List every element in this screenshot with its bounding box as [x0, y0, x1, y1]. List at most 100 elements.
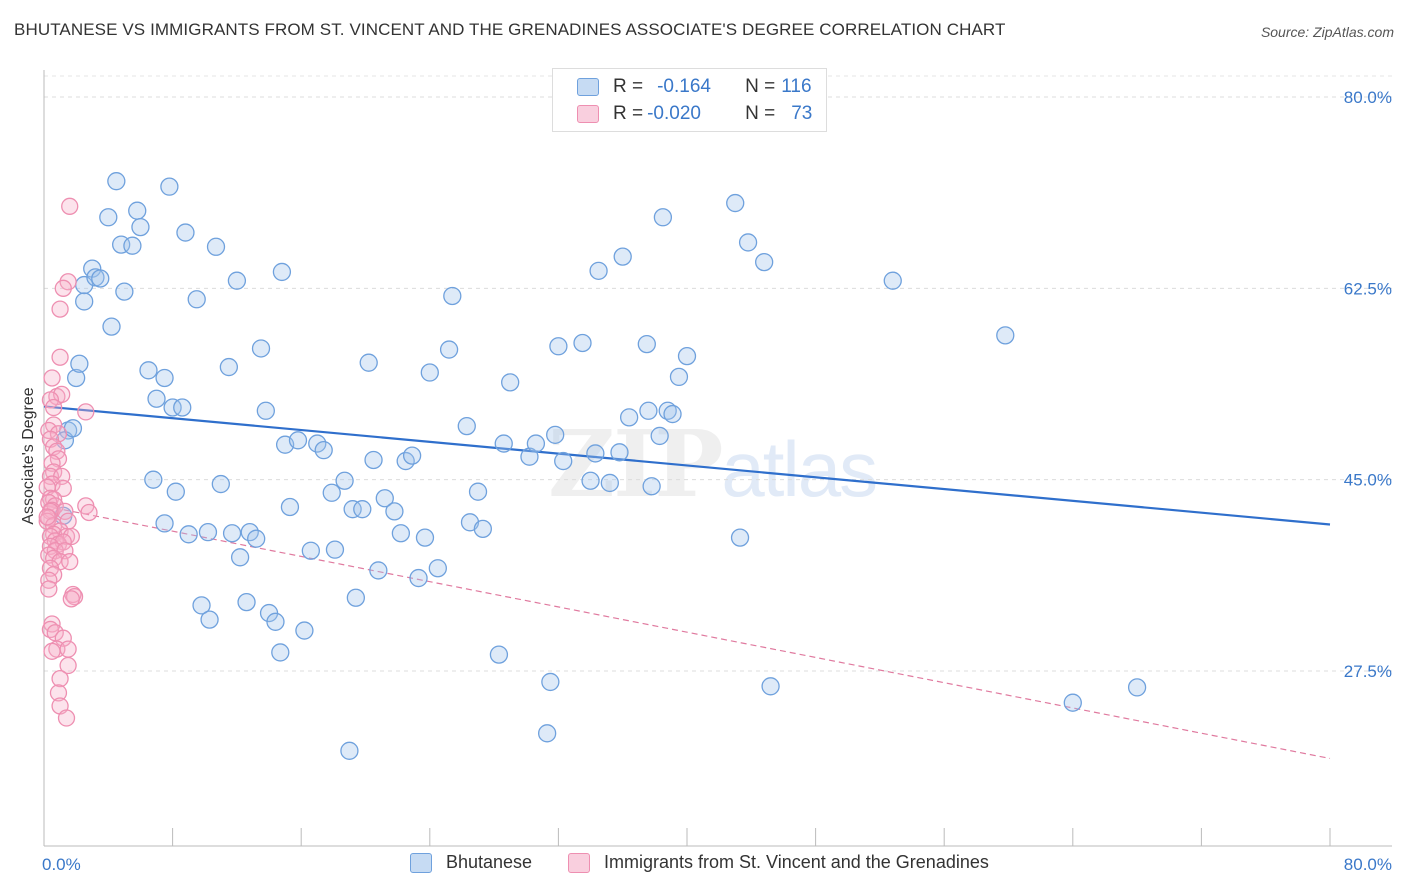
x-tick-label: 0.0%	[42, 855, 81, 874]
bhutanese-point	[131, 217, 150, 237]
series-legend: Bhutanese Immigrants from St. Vincent an…	[0, 852, 1406, 878]
bhutanese-point	[70, 354, 89, 373]
bhutanese-point	[198, 522, 218, 542]
bhutanese-point	[364, 450, 383, 470]
bhutanese-point	[272, 262, 292, 282]
legend-label-bhutanese: Bhutanese	[446, 852, 533, 872]
bhutanese-point	[581, 471, 600, 490]
bhutanese-point	[67, 368, 86, 388]
immigrants-point	[51, 348, 69, 366]
immigrants-point	[61, 553, 79, 571]
bhutanese-point	[308, 434, 327, 453]
bhutanese-point	[375, 489, 394, 508]
bhutanese-point	[359, 353, 378, 372]
bhutanese-point	[206, 237, 226, 256]
bhutanese-point	[173, 398, 192, 417]
bhutanese-point	[554, 451, 573, 471]
immigrants-point	[51, 300, 69, 318]
bhutanese-point	[128, 201, 147, 220]
bhutanese-point	[335, 471, 354, 490]
bhutanese-point	[301, 541, 320, 560]
bhutanese-point	[346, 588, 366, 607]
bhutanese-point	[730, 528, 750, 547]
immigrants-point	[57, 709, 76, 727]
bhutanese-point	[163, 398, 182, 417]
n-value: 73	[791, 103, 813, 124]
bhutanese-point	[155, 514, 174, 533]
bhutanese-point	[230, 548, 250, 567]
immigrants-point	[44, 416, 63, 434]
bhutanese-point	[385, 502, 404, 521]
bhutanese-point	[468, 482, 488, 501]
immigrants-point	[43, 642, 61, 660]
bhutanese-point	[227, 271, 247, 290]
immigrants-point	[62, 590, 80, 608]
bhutanese-point	[295, 621, 314, 640]
bhutanese-point	[280, 497, 300, 517]
bhutanese-point	[755, 252, 774, 272]
r-label: R =	[613, 103, 644, 124]
bhutanese-point	[102, 317, 121, 336]
n-label: N =	[745, 76, 776, 97]
immigrants-point	[51, 670, 69, 688]
tick-labels: 80.0% 62.5% 45.0% 27.5% 0.0% 80.0% Associate's…	[20, 88, 1392, 874]
immigrants-point	[41, 502, 60, 521]
bhutanese-legend-swatch	[410, 852, 432, 873]
immigrants-point	[43, 454, 61, 472]
immigrants-point	[43, 369, 61, 387]
bhutanese-point	[179, 525, 198, 544]
immigrants-point	[80, 503, 98, 522]
n-label: N =	[745, 103, 776, 124]
bhutanese-point	[439, 340, 459, 359]
bhutanese-point	[340, 741, 359, 760]
bhutanese-point	[343, 500, 362, 519]
stats-row-immigrants: R = -0.020 N = 73	[577, 101, 812, 127]
bhutanese-point	[256, 401, 275, 420]
bhutanese-point	[501, 373, 520, 392]
immigrants-point	[54, 479, 72, 498]
bhutanese-point	[176, 223, 195, 242]
bhutanese-point	[139, 361, 158, 380]
y-tick-label: 27.5%	[1344, 662, 1392, 681]
axes	[43, 70, 1392, 847]
bhutanese-point	[247, 529, 266, 548]
bhutanese-point	[457, 416, 476, 436]
bhutanese-point	[1127, 678, 1147, 697]
bhutanese-point	[637, 334, 656, 354]
bhutanese-point	[166, 482, 185, 501]
y-axis-title: Associate's Degree	[20, 387, 37, 524]
bhutanese-point	[144, 470, 163, 489]
bhutanese-point	[115, 282, 134, 301]
immigrants-point	[59, 656, 77, 675]
y-tick-label: 62.5%	[1344, 279, 1392, 298]
bhutanese-point	[619, 408, 639, 427]
bhutanese-point	[353, 500, 372, 519]
immigrants-point	[40, 571, 58, 589]
bhutanese-point	[663, 404, 682, 424]
x-tick-label: 80.0%	[1344, 855, 1392, 874]
bhutanese-point	[147, 389, 166, 408]
bhutanese-point	[669, 367, 689, 387]
legend-label-immigrants: Immigrants from St. Vincent and the Gren…	[604, 852, 989, 872]
bhutanese-point	[610, 443, 629, 462]
immigrants-point	[44, 398, 63, 417]
bhutanese-point	[187, 290, 206, 309]
bhutanese-point	[251, 339, 271, 358]
bhutanese-point	[589, 261, 608, 280]
legend-item-bhutanese: Bhutanese	[410, 852, 532, 873]
r-value: -0.020	[647, 103, 701, 124]
bhutanese-point	[546, 425, 565, 444]
immigrants-point	[49, 684, 68, 702]
bhutanese-point	[494, 434, 513, 453]
bhutanese-point	[428, 559, 447, 578]
bhutanese-point	[726, 193, 745, 213]
bhutanese-point	[91, 269, 110, 288]
bhutanese-point	[409, 568, 428, 588]
bhutanese-point	[266, 612, 285, 631]
bhutanese-point	[107, 172, 126, 191]
bhutanese-point	[639, 401, 658, 420]
bhutanese-point	[219, 357, 239, 377]
bhutanese-point	[314, 440, 333, 460]
bhutanese-point	[237, 592, 256, 612]
immigrants-point	[41, 620, 60, 639]
